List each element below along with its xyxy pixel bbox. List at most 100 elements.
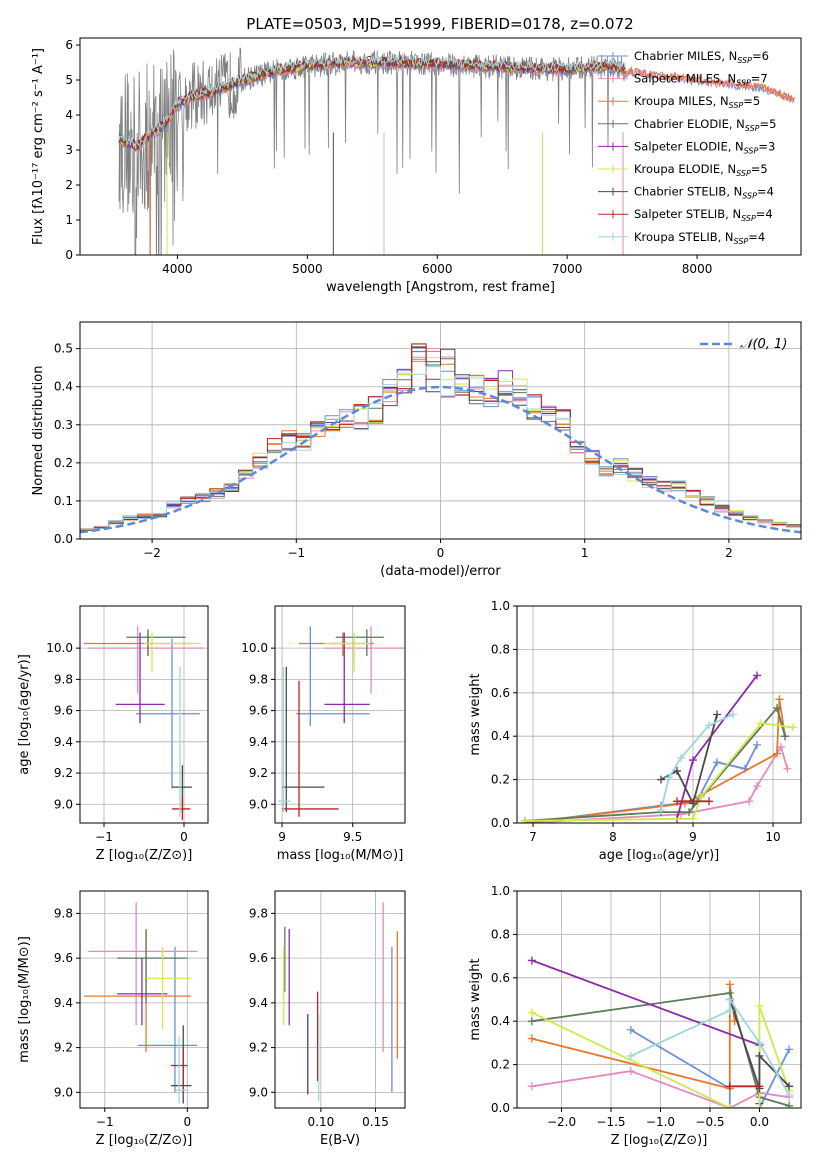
x-tick-label: −2.0 (547, 1115, 576, 1129)
y-tick-label: 10.0 (46, 641, 73, 655)
panel-spectrum: 4000 5000 6000 7000 8000 0 1 2 3 4 5 6 wavelength [A… (31, 37, 802, 295)
axes-frame (79, 605, 209, 824)
series-marker-chabrier-stelib (713, 710, 721, 719)
x-tick-label: −1.5 (596, 1115, 625, 1129)
series-marker-kroupa-stelib (657, 805, 665, 814)
series-line-salpeter-miles (531, 1070, 790, 1108)
legend-entry: Salpeter ELODIE, NSSP=3 (634, 139, 775, 155)
x-tick-label: 1 (581, 546, 589, 560)
y-tick-label: 5 (65, 73, 73, 87)
axes-frame (79, 321, 802, 540)
axes-frame (516, 605, 802, 824)
y-tick-label: 3 (65, 143, 73, 157)
x-tick-label: −1.0 (646, 1115, 675, 1129)
residual-legend: 𝒩(0, 1) (700, 337, 787, 352)
series-marker-kroupa-stelib (755, 1038, 764, 1047)
figure-title: PLATE=0503, MJD=51999, FIBERID=0178, z=0… (246, 15, 633, 33)
y-tick-label: 0.0 (491, 816, 510, 830)
grid-lines (80, 606, 208, 823)
legend-entry: Salpeter MILES, NSSP=7 (634, 72, 768, 88)
panel-massweight-vs-Z: −2.0 −1.5 −1.0 −0.5 0.0 0.0 0.2 0.4 0.6 0.8 1.0 Z [… (468, 884, 802, 1148)
x-tick-label: 0.15 (362, 1115, 389, 1129)
series-line-salpeter-elodie (531, 959, 761, 1104)
x-axis-label: mass [log₁₀(M/M⊙)] (277, 848, 404, 863)
y-tick-label: 0.5 (54, 342, 73, 356)
series-marker-chabrier-elodie (527, 1017, 536, 1026)
x-tick-label: 10 (765, 830, 780, 844)
x-tick-label: 0 (180, 830, 188, 844)
series-line-salpeter-miles (524, 744, 789, 823)
y-tick-label: 9.8 (54, 672, 73, 686)
y-tick-label: 9.0 (54, 797, 73, 811)
y-tick-label: 0.0 (491, 1101, 510, 1115)
x-tick-label: 7000 (552, 262, 583, 276)
spectrum-data-line (118, 47, 626, 255)
axes-frame (79, 37, 802, 256)
y-axis-label: Normed distribution (31, 366, 46, 496)
legend-entry: Chabrier MILES, NSSP=6 (634, 49, 769, 65)
grid-lines (80, 891, 208, 1108)
x-tick-label: 4000 (162, 262, 193, 276)
y-tick-label: 2 (65, 178, 73, 192)
y-tick-label: 0.2 (54, 456, 73, 470)
y-tick-label: 0.4 (491, 729, 510, 743)
y-tick-label: 9.4 (54, 996, 73, 1010)
series-marker-salpeter-miles (745, 797, 753, 806)
series-marker-salpeter-elodie (689, 756, 697, 765)
axes-frame (79, 890, 209, 1109)
y-tick-label: 0.0 (54, 532, 73, 546)
y-tick-label: 9.6 (249, 951, 268, 965)
series-marker-salpeter-miles (783, 764, 792, 773)
x-axis-label: (data-model)/error (380, 564, 501, 579)
series-marker-salpeter-stelib (705, 797, 713, 806)
series-marker-salpeter-miles (626, 1067, 635, 1076)
x-axis-label: age [log₁₀(age/yr)] (599, 848, 720, 863)
y-tick-label: 0.1 (54, 494, 73, 508)
panel-mass-vs-Z: −1 0 9.0 9.2 9.4 9.6 9.8 Z [log₁₀(Z/Z⊙)] mass [l… (17, 890, 209, 1148)
spectrum-model-salpeter-stelib (118, 55, 626, 149)
y-tick-label: 9.6 (54, 951, 73, 965)
x-tick-label: 0 (184, 1115, 192, 1129)
axes-frame (516, 890, 802, 1109)
series-marker-kroupa-miles (775, 695, 784, 704)
y-axis-label: age [log₁₀(age/yr)] (17, 654, 32, 775)
normal-curve (80, 385, 801, 534)
x-tick-label: 9.5 (343, 830, 362, 844)
series-marker-chabrier-miles (753, 740, 761, 749)
series-line-chabrier-stelib (728, 999, 790, 1089)
y-tick-label: 9.2 (54, 766, 73, 780)
series-marker-chabrier-elodie (781, 732, 789, 741)
y-tick-label: 0.2 (491, 773, 510, 787)
x-axis-label: Z [log₁₀(Z/Z⊙)] (611, 1133, 708, 1148)
series-marker-salpeter-miles (753, 782, 761, 791)
legend-entry: Kroupa MILES, NSSP=5 (634, 94, 760, 110)
y-tick-label: 0.2 (491, 1058, 510, 1072)
x-tick-label: 5000 (292, 262, 323, 276)
y-tick-label: 4 (65, 108, 73, 122)
y-tick-label: 1 (65, 213, 73, 227)
series-marker-kroupa-stelib (665, 773, 673, 782)
series-marker-chabrier-elodie (773, 703, 781, 712)
legend-entry: 𝒩(0, 1) (740, 337, 787, 352)
series-marker-chabrier-miles (785, 1045, 794, 1054)
series-line-chabrier-miles (630, 1029, 790, 1108)
series-line-kroupa-elodie (531, 1005, 790, 1108)
x-tick-label: 9 (689, 830, 697, 844)
y-tick-label: 9.2 (54, 1041, 73, 1055)
x-axis-label: E(B-V) (320, 1133, 360, 1148)
series-marker-kroupa-miles (527, 1034, 536, 1043)
plot-area (521, 671, 797, 823)
panel-age-vs-mass: 9 9.5 9.0 9.2 9.4 9.6 9.8 10.0 mass [log₁₀(M/M⊙)… (241, 605, 406, 863)
series-marker-chabrier-elodie (685, 808, 693, 817)
panel-mass-vs-ebv: 0.10 0.15 9.0 9.2 9.4 9.6 9.8 E(B-V) (249, 890, 406, 1148)
series-marker-kroupa-elodie (755, 1104, 764, 1108)
y-tick-label: 9.0 (249, 1085, 268, 1099)
y-tick-label: 9.6 (249, 704, 268, 718)
series-marker-kroupa-elodie (725, 1104, 734, 1108)
y-axis-label: Flux [fλ10⁻¹⁷ erg cm⁻² s⁻¹ A⁻¹] (31, 48, 46, 245)
x-tick-label: −2 (143, 546, 161, 560)
plot-area (527, 956, 794, 1108)
x-tick-label: 2 (725, 546, 733, 560)
x-tick-label: 0.0 (750, 1115, 769, 1129)
